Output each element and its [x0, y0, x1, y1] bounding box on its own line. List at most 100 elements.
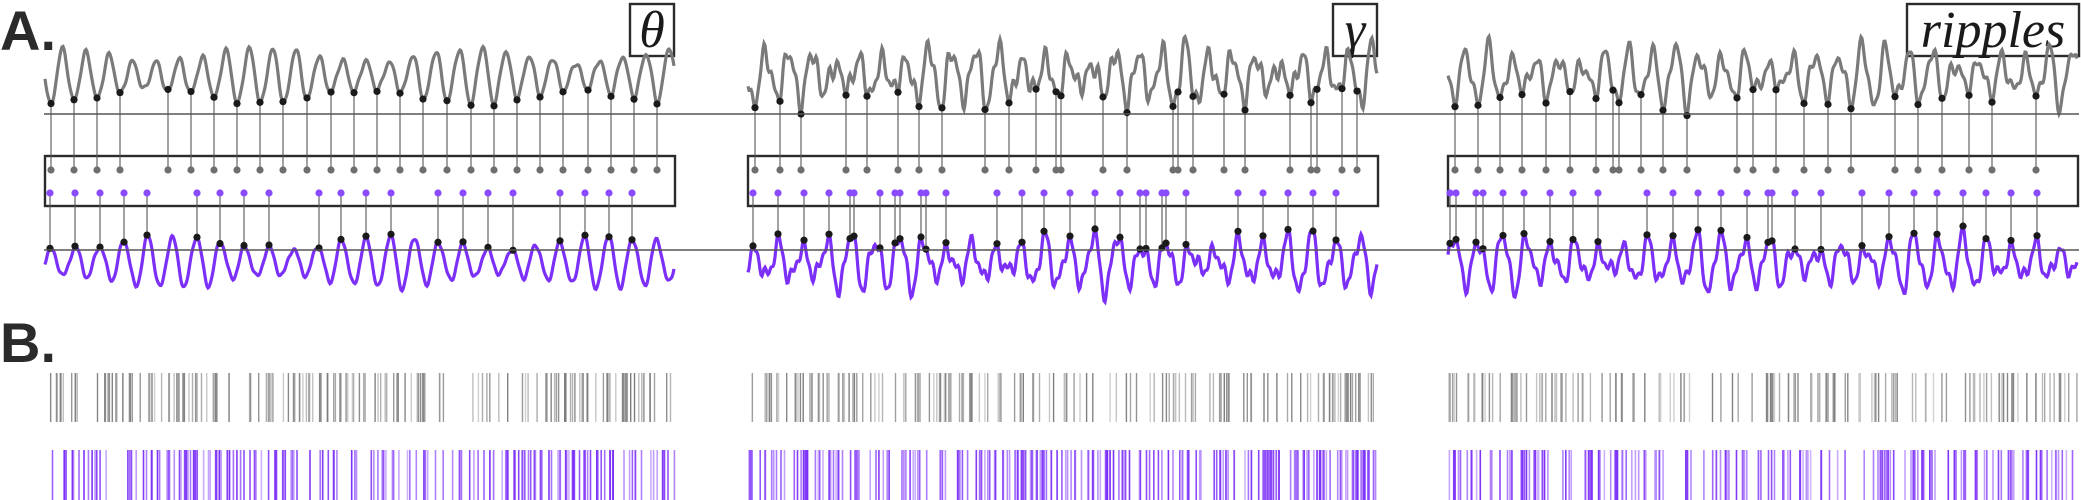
gray-event-dot [797, 166, 805, 174]
purple-peak-dot [1259, 232, 1267, 240]
gray-event-dot [653, 166, 661, 174]
purple-event-dot [1332, 189, 1340, 197]
purple-peak-dot [922, 245, 930, 253]
gray-event-dot [513, 166, 521, 174]
gray-event-dot [1307, 166, 1315, 174]
purple-event-dot [46, 189, 54, 197]
gray-peak-dot [467, 101, 475, 109]
purple-event-dot [891, 189, 899, 197]
purple-event-dot [362, 189, 370, 197]
purple-event-dot [1018, 189, 1026, 197]
purple-event-dot [2033, 189, 2041, 197]
purple-peak-dot [434, 238, 442, 246]
gray-trace-ripples [1446, 32, 2079, 119]
purple-event-dot [1499, 189, 1507, 197]
purple-event-dot [1182, 189, 1190, 197]
gray-peak-dot [1286, 91, 1294, 99]
purple-peak-dot [337, 235, 345, 244]
gray-peak-dot [327, 88, 335, 96]
gray-event-dot [1847, 166, 1855, 174]
gray-event-dot [490, 166, 498, 174]
gray-peak-dot [842, 91, 850, 99]
gray-peak-dot [2032, 92, 2040, 100]
gray-event-dot [1542, 166, 1550, 174]
purple-event-dot [942, 189, 950, 197]
raster-group-gamma [748, 373, 1377, 500]
band-gamma: γ [746, 2, 1380, 500]
purple-event-dot [1479, 189, 1487, 197]
purple-peak-dot [917, 233, 925, 241]
purple-peak-dot [1743, 233, 1751, 242]
gray-event-dot [1609, 166, 1617, 174]
gray-event-dot [536, 166, 544, 174]
gray-peak-dot [256, 98, 264, 106]
gray-peak-dot [1824, 100, 1832, 108]
purple-event-dot [993, 189, 1001, 197]
purple-event-dot [1982, 189, 1990, 197]
purple-peak-dot [825, 230, 833, 238]
purple-event-dot [1717, 189, 1725, 197]
gray-peak-dot [1174, 88, 1182, 96]
purple-peak-dot [362, 232, 370, 240]
purple-event-dot [896, 189, 904, 197]
purple-peak-dot [2007, 236, 2015, 245]
purple-peak-dot [484, 243, 492, 251]
raster-group-theta [49, 373, 676, 500]
purple-event-dot [1116, 189, 1124, 197]
gray-peak-dot [233, 100, 241, 108]
purple-peak-dot [850, 232, 858, 240]
purple-event-dot [1040, 189, 1048, 197]
purple-peak-dot [1284, 225, 1292, 234]
purple-event-dot [1066, 189, 1074, 197]
gray-peak-dot [1542, 99, 1550, 107]
gray-event-dot [915, 166, 923, 174]
purple-peak-dot [993, 240, 1001, 248]
gray-peak-dot [607, 92, 615, 100]
purple-peak-dot [1717, 226, 1725, 235]
gray-peak-dot [653, 100, 661, 108]
purple-event-dot [922, 189, 930, 197]
purple-event-dot [876, 189, 884, 197]
purple-peak-dot [556, 237, 564, 245]
gray-event-dot [607, 166, 615, 174]
purple-event-dot [556, 189, 564, 197]
purple-trace-theta [43, 231, 676, 294]
gray-event-dot [1032, 166, 1040, 174]
band-theta: θ [43, 2, 677, 500]
gray-peak-dot [350, 89, 358, 97]
gray-event-dot [327, 166, 335, 174]
purple-event-dot [484, 189, 492, 197]
gray-peak-dot [373, 87, 381, 96]
purple-peak-dot [1066, 232, 1074, 240]
gray-peak-dot [1609, 86, 1617, 94]
purple-event-dot [1259, 189, 1267, 197]
gray-event-dot [1965, 166, 1973, 174]
purple-event-dot [1817, 189, 1825, 197]
gray-peak-dot [630, 95, 638, 103]
gray-event-dot [1772, 166, 1780, 174]
band-ripples: ripples [1446, 2, 2081, 500]
purple-peak-dot [1472, 238, 1480, 246]
purple-event-dot [800, 189, 808, 197]
purple-event-dot [434, 189, 442, 197]
gray-peak-dot [751, 104, 759, 112]
gray-event-dot [894, 166, 902, 174]
gray-peak-dot [116, 89, 124, 97]
gray-event-dot [1286, 166, 1294, 174]
band-label-ripples: ripples [1921, 2, 2065, 59]
gray-peak-dot [584, 86, 592, 94]
gray-peak-dot [1451, 103, 1459, 111]
purple-peak-dot [265, 241, 273, 249]
gray-event-dot [187, 166, 195, 174]
purple-event-dot [315, 189, 323, 197]
gray-event-dot [1169, 166, 1177, 174]
purple-event-dot [850, 189, 858, 197]
purple-peak-dot [1499, 231, 1507, 240]
purple-event-dot [1520, 189, 1528, 197]
purple-peak-dot [1520, 229, 1528, 238]
purple-peak-dot [1791, 245, 1799, 253]
purple-peak-dot [1234, 227, 1242, 235]
gray-peak-dot [1592, 94, 1600, 103]
gray-event-dot [1891, 166, 1899, 174]
gray-peak-dot [1189, 92, 1197, 101]
